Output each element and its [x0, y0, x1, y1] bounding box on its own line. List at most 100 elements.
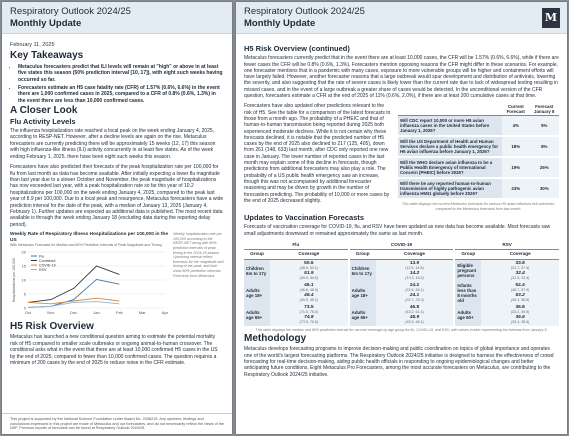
- table-row: Children 6m to 17y 50.6 (48.5, 52.1) 51.9 (4…: [244, 259, 559, 282]
- series-line-covid-19: [27, 297, 120, 304]
- y-tick-label: 0: [24, 305, 27, 310]
- h5-risk-heading: H5 Risk Overview: [10, 321, 94, 333]
- coverage-cell: 46.1 (46.8, 48.9) 46.4 (45.0, 48.2): [270, 281, 348, 304]
- h5-paragraph-2: Metaculus forecasters currently predict …: [244, 55, 559, 100]
- coverage-value: 24.1: [409, 292, 420, 298]
- key-takeaways-list: Metaculus forecasters predict that ILI l…: [10, 64, 224, 104]
- table-header: Forecast January 8: [529, 103, 559, 117]
- x-tick-label: Mar: [139, 310, 147, 315]
- coverage-interval: (12.5, 14.8): [405, 265, 424, 270]
- coverage-value: 52.4: [515, 282, 525, 288]
- table-header: RSV: [455, 241, 559, 251]
- page-header: Respiratory Outlook 2024/25 Monthly Upda…: [2, 2, 232, 34]
- hospitalization-figure: Weekly Rate of Respiratory Illness Hospi…: [10, 232, 224, 320]
- coverage-value: 53.2: [515, 292, 525, 298]
- coverage-value: 46.8: [409, 304, 420, 310]
- coverage-interval: (22.7, 25.3): [405, 297, 424, 302]
- report-subtitle: Monthly Update: [10, 18, 82, 29]
- coverage-cell: 73.5 (71.5, 75.0) 74.8 (73.0, 76.5): [270, 303, 348, 326]
- group-cell: Adults age 65+: [349, 303, 376, 326]
- table-row: Adults age 65+ 73.5 (71.5, 75.0) 74.8 (73.0,…: [244, 303, 559, 326]
- chart-title: Weekly Rate of Respiratory Illness Hospi…: [10, 232, 168, 243]
- question-cell: Will the WHO declare avian influenza to …: [398, 157, 502, 180]
- coverage-value: 50.6: [304, 260, 314, 266]
- closer-look-heading: A Closer Look: [10, 105, 78, 117]
- coverage-cell: 24.2 (22.6, 26.1) 24.1 (22.7, 25.3): [375, 281, 454, 304]
- group-cell: Adults age 18+: [349, 281, 376, 304]
- footer-note: This project is supported by the Nationa…: [2, 413, 232, 434]
- coverage-interval: (45.7, 57.9): [510, 287, 530, 292]
- key-takeaways-heading: Key Takeaways: [10, 50, 84, 62]
- group-cell: Adults age 65+: [244, 303, 270, 326]
- legend-label: RSV: [39, 268, 47, 272]
- y-tick-label: 5: [24, 291, 27, 296]
- current-forecast: 23%: [502, 178, 530, 201]
- coverage-interval: (46.8, 48.9): [299, 287, 319, 292]
- table-header: Coverage: [481, 249, 559, 260]
- h5-paragraph-1: Metaculus has launched a new conditional…: [10, 334, 218, 367]
- coverage-interval: (49.6, 54.0): [299, 275, 319, 280]
- coverage-value: 36.8: [515, 304, 525, 310]
- coverage-interval: (43.2, 51.1): [405, 309, 424, 314]
- group-cell: Children 6m to 17y: [349, 259, 376, 282]
- coverage-cell: 52.4 (45.7, 57.9) 53.2 (46.3, 58.9): [481, 281, 559, 304]
- table-header: [398, 103, 502, 117]
- page-2: Respiratory Outlook 2024/25 Monthly Upda…: [236, 2, 567, 434]
- list-item: Metaculus forecasters predict that ILI l…: [18, 64, 224, 83]
- x-tick-label: Apr: [162, 310, 169, 315]
- vaccination-heading: Updates to Vaccination Forecasts: [244, 213, 365, 223]
- page-body: H5 Risk Overview (continued) Metaculus f…: [236, 34, 567, 378]
- legend-label: Combined: [39, 259, 55, 263]
- chart-subtitle: With Metaculus Forecasts for Median and …: [10, 243, 162, 248]
- coverage-value: 24.2: [409, 282, 420, 288]
- metaculus-logo: M: [542, 8, 560, 28]
- list-item: Forecasters estimate an H5 case fatality…: [18, 85, 224, 104]
- group-cell: Adults age 60+: [455, 303, 482, 326]
- coverage-interval: (71.5, 75.0): [299, 309, 319, 314]
- x-tick-label: Nov: [47, 310, 54, 315]
- legend-label: Flu: [39, 254, 44, 258]
- coverage-value: 14.2: [409, 270, 420, 276]
- legend-label: COVID-19: [39, 263, 56, 267]
- table-header: Coverage: [375, 249, 454, 260]
- table-header: Group: [455, 249, 482, 260]
- current-forecast: 18%: [502, 136, 530, 159]
- report-title: Respiratory Outlook 2024/25: [244, 6, 365, 17]
- question-cell: Will the US Department of Health and Hum…: [398, 136, 502, 159]
- previous-forecast: 25%: [529, 157, 559, 180]
- coverage-interval: (34.1, 38.6): [510, 319, 530, 324]
- y-axis-label: Hospitalizations per 100,000: [12, 258, 16, 302]
- figure-caption: Weekly hospitalization rate per 100,000 …: [173, 232, 224, 278]
- group-cell: Infants less than 8 months old: [455, 281, 482, 304]
- coverage-cell: 46.8 (43.2, 51.1) 45.9 (43.0, 49.1): [375, 303, 454, 326]
- group-cell: Eligible pregnant persons: [455, 259, 482, 282]
- table-row: Adults age 18+ 46.1 (46.8, 48.9) 46.4 (45.0,…: [244, 281, 559, 304]
- table-header: Coverage: [270, 249, 348, 260]
- page-header: Respiratory Outlook 2024/25 Monthly Upda…: [236, 2, 567, 34]
- x-tick-label: Feb: [116, 310, 124, 315]
- table-header: Group: [349, 249, 376, 260]
- page-body: February 11, 2025 Key Takeaways Metaculu…: [2, 34, 232, 367]
- coverage-interval: (22.6, 26.1): [405, 287, 424, 292]
- coverage-cell: 50.6 (48.5, 52.1) 51.9 (49.6, 54.0): [270, 259, 348, 282]
- flu-activity-heading: Flu Activity Levels: [10, 116, 76, 126]
- coverage-value: 73.5: [304, 304, 314, 310]
- coverage-value: 32.4: [515, 270, 525, 276]
- table-header: Flu: [244, 241, 348, 251]
- coverage-interval: (43.0, 49.1): [405, 319, 424, 324]
- series-line-combined: [27, 265, 120, 303]
- coverage-cell: 13.9 (12.5, 14.8) 14.2 (13.3, 15.0): [375, 259, 454, 282]
- series-line-rsv: [27, 300, 120, 308]
- methodology-heading: Methodology: [244, 333, 307, 345]
- coverage-value: 46.4: [304, 292, 314, 298]
- report-subtitle: Monthly Update: [244, 18, 316, 29]
- coverage-interval: (31.7, 37.4): [510, 265, 530, 270]
- previous-forecast: 5%: [529, 115, 559, 138]
- question-cell: Will CDC report 10,000 or more H5 avian …: [398, 115, 502, 138]
- coverage-interval: (31.5, 33.4): [510, 275, 530, 280]
- table-header: Group: [244, 249, 270, 260]
- coverage-cell: 36.8 (33.2, 39.5) 36.6 (34.1, 38.6): [481, 303, 559, 326]
- group-cell: Children 6m to 17y: [244, 259, 270, 282]
- question-cell: Will there be any reported human-to-huma…: [398, 178, 502, 201]
- coverage-value: 45.9: [409, 314, 420, 320]
